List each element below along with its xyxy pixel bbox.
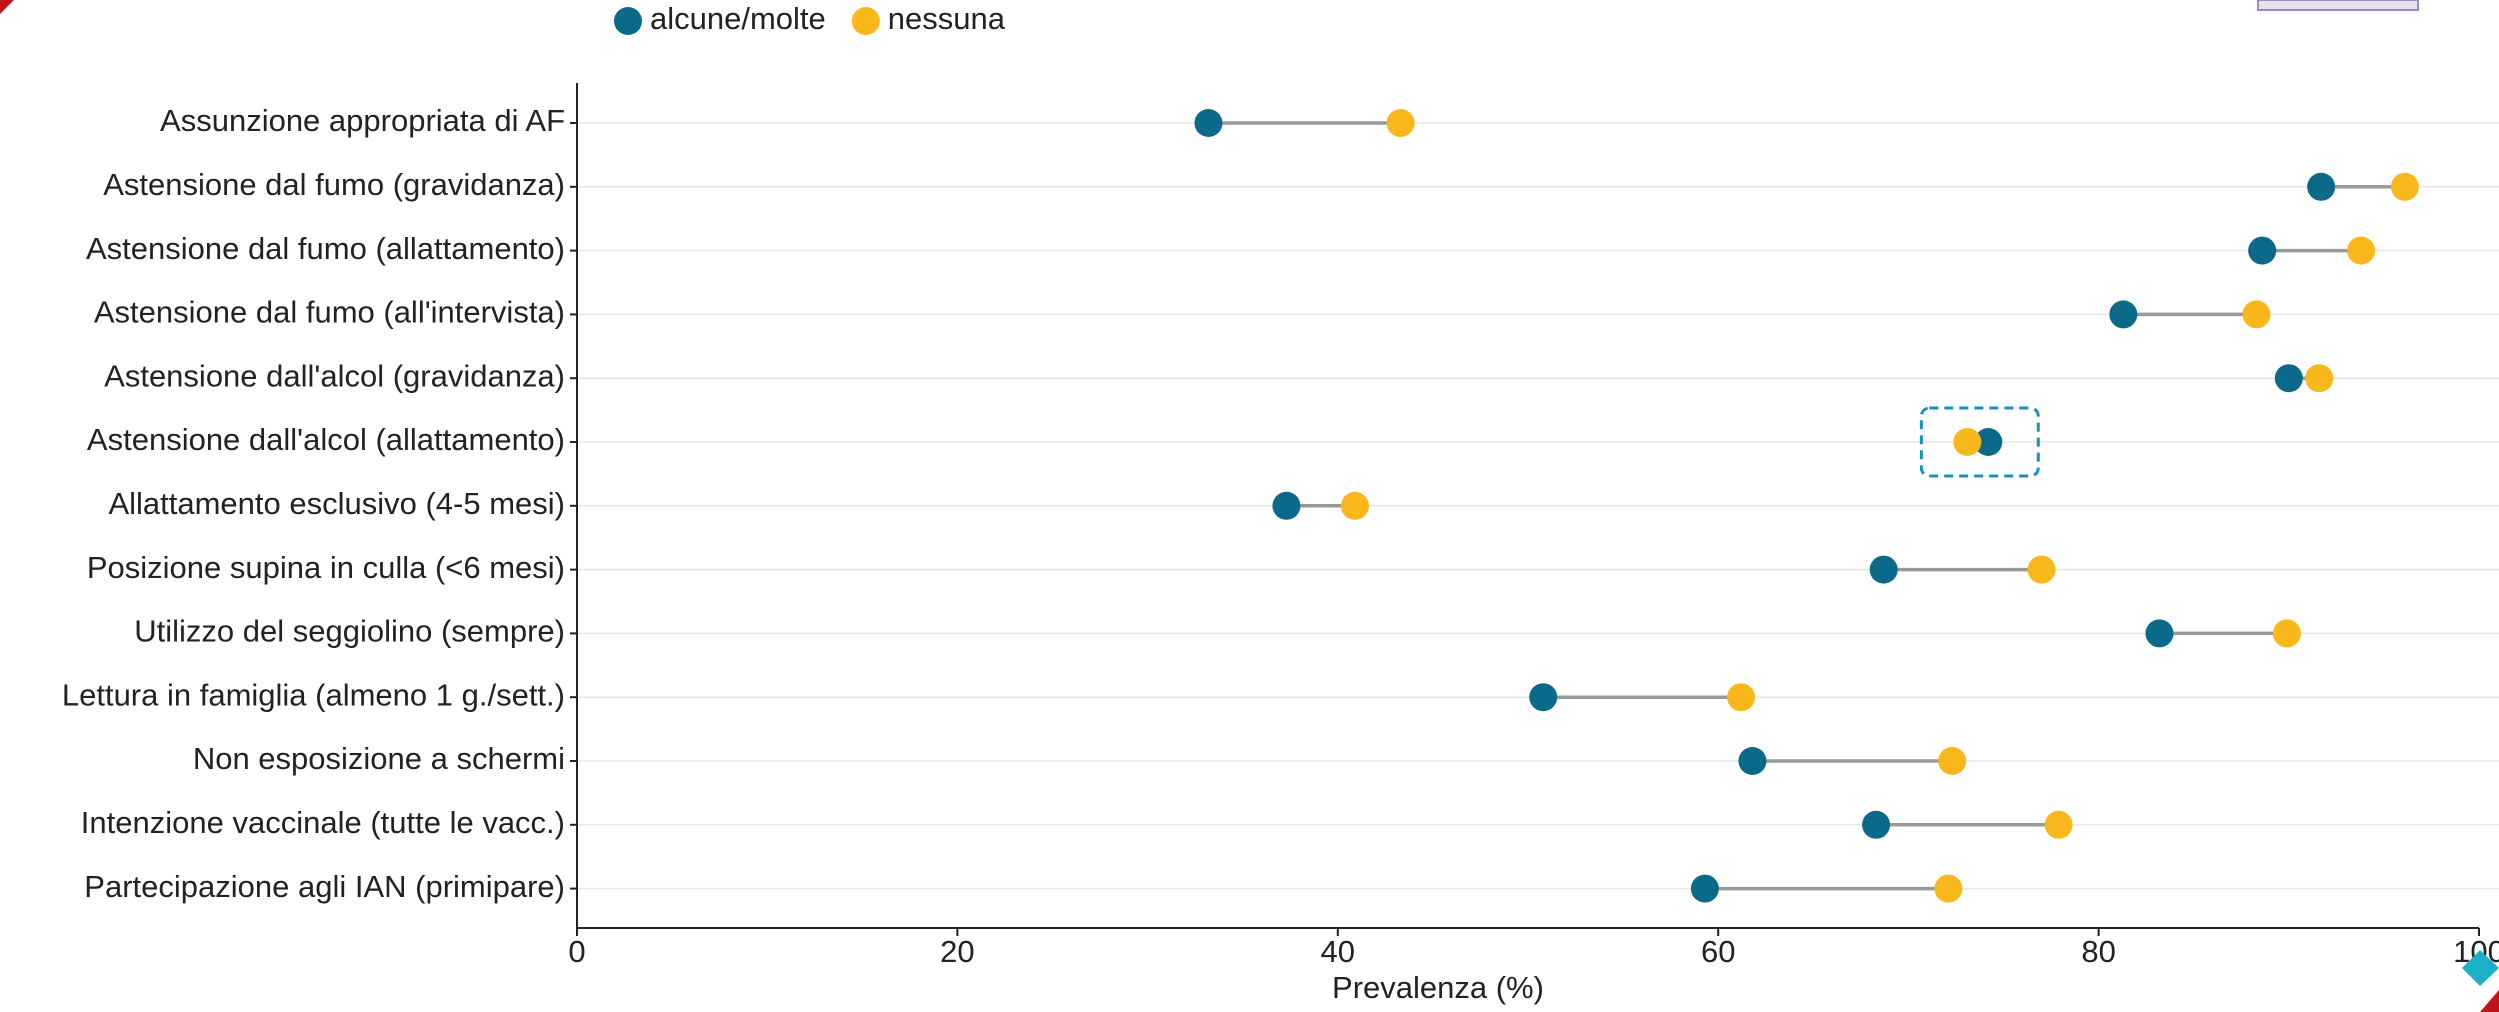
point bbox=[1727, 683, 1756, 712]
legend-label: alcune/molte bbox=[650, 1, 826, 36]
logo-decoration bbox=[2257, 0, 2419, 11]
x-tick-label: 0 bbox=[568, 934, 585, 969]
x-tick-label: 40 bbox=[1321, 934, 1355, 969]
point bbox=[1529, 683, 1558, 712]
point bbox=[2305, 364, 2334, 393]
y-tick-label: Allattamento esclusivo (4-5 mesi) bbox=[108, 486, 565, 521]
legend-marker bbox=[851, 7, 880, 35]
x-axis-title: Prevalenza (%) bbox=[1332, 970, 1544, 1005]
point bbox=[1953, 428, 1982, 456]
point bbox=[1934, 874, 1963, 903]
y-tick-label: Astensione dal fumo (all'intervista) bbox=[94, 295, 565, 330]
x-tick-label: 60 bbox=[1701, 934, 1735, 969]
point bbox=[2242, 300, 2271, 329]
corner-decoration bbox=[2462, 950, 2499, 986]
point bbox=[2109, 300, 2138, 329]
point bbox=[1938, 747, 1967, 775]
point bbox=[2248, 236, 2277, 265]
y-tick-label: Intenzione vaccinale (tutte le vacc.) bbox=[81, 805, 565, 840]
y-tick-label: Astensione dall'alcol (gravidanza) bbox=[104, 358, 565, 393]
x-tick-label: 80 bbox=[2081, 934, 2115, 969]
point bbox=[2347, 236, 2376, 265]
point bbox=[2390, 172, 2419, 201]
x-tick-label: 20 bbox=[940, 934, 974, 969]
y-tick-label: Utilizzo del seggiolino (sempre) bbox=[134, 614, 565, 649]
point bbox=[1869, 555, 1898, 584]
point bbox=[2272, 619, 2301, 648]
y-tick-label: Posizione supina in culla (<6 mesi) bbox=[87, 550, 565, 585]
highlight-box bbox=[1919, 406, 2040, 478]
point bbox=[1974, 428, 2003, 456]
point bbox=[1738, 747, 1767, 775]
point bbox=[2274, 364, 2303, 393]
point bbox=[1386, 109, 1415, 137]
legend-label: nessuna bbox=[888, 1, 1006, 36]
point bbox=[1340, 491, 1369, 520]
y-tick-label: Partecipazione agli IAN (primipare) bbox=[84, 869, 565, 904]
legend-marker bbox=[614, 7, 642, 35]
y-tick-label: Astensione dall'alcol (allattamento) bbox=[87, 422, 565, 457]
corner-decoration bbox=[2480, 990, 2499, 1012]
point bbox=[1690, 874, 1719, 903]
point bbox=[2027, 555, 2056, 584]
y-tick-label: Assunzione appropriata di AF bbox=[160, 103, 565, 138]
y-tick-label: Non esposizione a schermi bbox=[193, 741, 565, 776]
corner-decoration bbox=[0, 0, 14, 14]
point bbox=[2145, 619, 2174, 648]
point bbox=[1194, 109, 1223, 137]
y-tick-label: Astensione dal fumo (allattamento) bbox=[86, 231, 565, 266]
point bbox=[2307, 172, 2336, 201]
point bbox=[2044, 810, 2073, 839]
y-tick-label: Lettura in famiglia (almeno 1 g./sett.) bbox=[62, 677, 565, 712]
point bbox=[1862, 810, 1891, 839]
y-tick-label: Astensione dal fumo (gravidanza) bbox=[103, 167, 565, 202]
point bbox=[1272, 491, 1301, 520]
